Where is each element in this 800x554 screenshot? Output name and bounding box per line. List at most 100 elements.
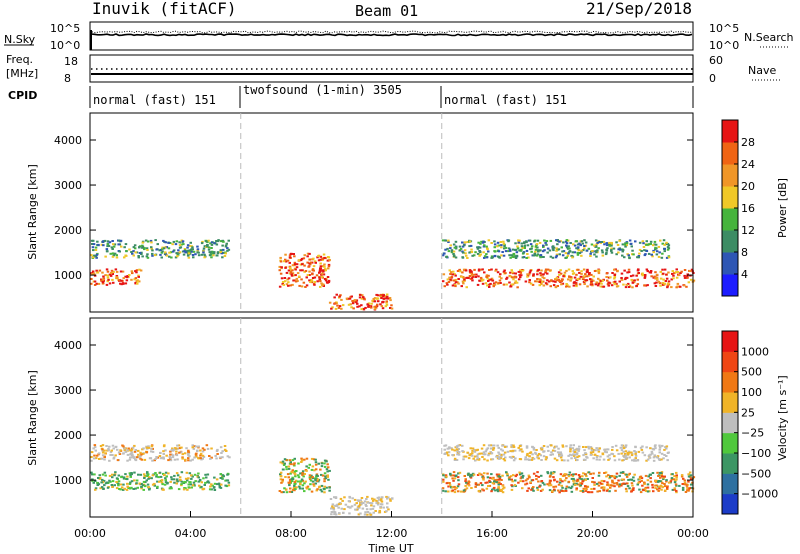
- data-cell: [572, 243, 575, 246]
- data-cell: [153, 459, 156, 462]
- data-cell: [665, 277, 669, 280]
- data-cell: [474, 482, 478, 485]
- data-cell: [386, 297, 390, 300]
- data-cell: [372, 298, 375, 300]
- data-cell: [186, 488, 189, 491]
- data-cell: [124, 275, 127, 278]
- data-cell: [617, 452, 620, 455]
- data-cell: [518, 274, 521, 277]
- data-cell: [136, 280, 139, 283]
- data-cell: [103, 471, 107, 474]
- data-cell: [146, 471, 149, 474]
- data-cell: [222, 240, 225, 243]
- data-cell: [606, 247, 609, 250]
- data-cell: [386, 502, 389, 505]
- data-cell: [550, 471, 553, 474]
- data-cell: [565, 269, 568, 272]
- data-cell: [187, 452, 190, 455]
- data-cell: [500, 489, 503, 491]
- data-cell: [169, 450, 172, 453]
- data-cell: [575, 285, 578, 288]
- data-cell: [635, 274, 638, 277]
- data-cell: [308, 252, 311, 255]
- data-cell: [281, 478, 284, 481]
- data-cell: [159, 253, 162, 256]
- data-cell: [608, 241, 611, 244]
- data-cell: [613, 282, 616, 285]
- data-cell: [491, 482, 495, 485]
- data-cell: [465, 254, 468, 257]
- data-cell: [671, 473, 674, 476]
- colorbar-tick-label: 100: [741, 386, 762, 399]
- data-cell: [175, 472, 179, 475]
- data-cell: [360, 297, 364, 300]
- data-cell: [149, 239, 153, 242]
- data-cell: [483, 256, 486, 259]
- data-cell: [310, 457, 314, 460]
- data-cell: [301, 470, 305, 473]
- data-cell: [456, 476, 460, 479]
- data-cell: [94, 480, 97, 482]
- data-cell: [140, 453, 143, 456]
- data-cell: [324, 477, 328, 480]
- data-cell: [284, 476, 287, 478]
- data-cell: [571, 256, 574, 259]
- data-cell: [672, 478, 676, 481]
- data-cell: [371, 299, 374, 302]
- data-cell: [123, 487, 126, 490]
- data-cell: [497, 451, 500, 454]
- data-cell: [651, 486, 654, 489]
- data-cell: [163, 444, 166, 447]
- data-cell: [161, 246, 164, 249]
- data-cell: [457, 472, 460, 475]
- data-cell: [487, 485, 490, 487]
- data-cell: [201, 240, 204, 243]
- data-cell: [519, 271, 523, 274]
- data-cell: [669, 480, 673, 483]
- data-cell: [613, 455, 616, 458]
- data-cell: [645, 459, 648, 462]
- data-cell: [675, 489, 678, 492]
- data-cell: [287, 467, 291, 470]
- xtick-label: 08:00: [275, 527, 307, 540]
- data-cell: [141, 255, 144, 258]
- data-cell: [552, 485, 555, 488]
- xtick-label: 04:00: [175, 527, 207, 540]
- data-cell: [94, 487, 98, 490]
- data-cell: [140, 458, 144, 461]
- data-cell: [90, 254, 93, 257]
- data-cell: [151, 483, 155, 486]
- data-cell: [164, 477, 167, 480]
- data-cell: [334, 307, 338, 310]
- data-cell: [500, 453, 503, 456]
- data-cell: [288, 256, 292, 259]
- data-cell: [160, 251, 164, 254]
- data-cell: [488, 484, 492, 487]
- data-cell: [492, 448, 495, 451]
- data-cell: [448, 484, 452, 487]
- data-cell: [285, 491, 289, 494]
- data-cell: [387, 508, 390, 511]
- data-cell: [579, 275, 583, 278]
- data-cell: [375, 502, 378, 505]
- data-cell: [330, 307, 333, 310]
- data-cell: [201, 447, 205, 450]
- data-cell: [332, 508, 336, 511]
- data-cell: [313, 260, 317, 263]
- data-cell: [319, 280, 322, 283]
- data-cell: [167, 247, 171, 250]
- data-cell: [590, 447, 594, 450]
- data-cell: [291, 272, 295, 275]
- data-cell: [522, 251, 525, 254]
- data-cell: [528, 458, 531, 461]
- data-cell: [602, 285, 606, 288]
- data-cell: [654, 484, 657, 487]
- data-cell: [539, 256, 542, 259]
- data-cell: [540, 474, 543, 477]
- data-cell: [539, 249, 542, 252]
- data-cell: [665, 480, 668, 483]
- data-cell: [538, 281, 542, 283]
- data-cell: [129, 475, 132, 478]
- data-cell: [447, 451, 451, 454]
- data-cell: [297, 259, 301, 262]
